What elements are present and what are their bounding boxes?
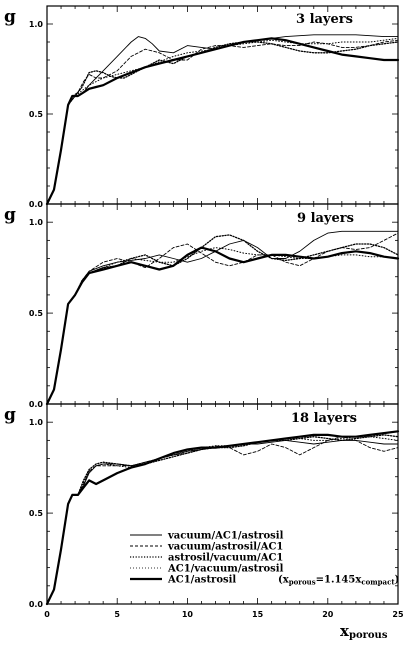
legend-label: AC1/vacuum/astrosil xyxy=(167,564,284,575)
y-tick-label: 0.0 xyxy=(29,600,44,609)
series-thick-solid xyxy=(45,246,400,406)
panel-1: 0.0 0.5 1.0 g 3 layers xyxy=(4,5,400,209)
x-tick-label: 10 xyxy=(182,610,194,619)
y-tick-label: 1.0 xyxy=(29,418,44,427)
panel-frame xyxy=(46,203,399,405)
series-thick-solid xyxy=(45,37,400,206)
series-thin-solid xyxy=(46,230,399,405)
x-axis-label-main: x xyxy=(340,622,350,640)
y-axis-label: g xyxy=(4,7,16,27)
panel-frame xyxy=(46,403,399,605)
x-tick-label: 20 xyxy=(322,610,334,619)
series-thick-solid xyxy=(45,430,400,606)
series-dashed xyxy=(46,232,399,405)
panel-frame xyxy=(46,5,399,205)
x-tick-label: 0 xyxy=(44,610,50,619)
x-axis-label-sub: porous xyxy=(349,630,388,641)
panel-title: 3 layers xyxy=(296,12,353,27)
series-thin-solid xyxy=(46,34,399,205)
x-axis-label: xporous xyxy=(340,622,388,641)
y-tick-label: 1.0 xyxy=(29,218,44,227)
legend-label: AC1/astrosil xyxy=(167,575,236,586)
y-tick-label: 0.5 xyxy=(29,110,44,119)
x-tick-label: 5 xyxy=(114,610,120,619)
legend-label-note: (xporous=1.145xcompact) xyxy=(278,575,399,587)
y-tick-label: 0.0 xyxy=(29,400,44,409)
x-tick-label: 25 xyxy=(392,610,404,619)
panel-title: 18 layers xyxy=(291,411,357,426)
legend-label: vacuum/AC1/astrosil xyxy=(167,531,284,542)
y-axis-label: g xyxy=(4,405,16,425)
panel-3: 0.0 0.5 1.0 0 5 10 15 20 25 g 18 layers xyxy=(4,403,404,619)
panel-2: 0.0 0.5 1.0 g 9 layers xyxy=(4,203,400,409)
series-dashed xyxy=(46,39,399,205)
x-tick-label: 15 xyxy=(252,610,264,619)
series-circles xyxy=(46,41,399,205)
series-circles xyxy=(46,234,399,405)
series-triangles xyxy=(46,37,399,205)
y-tick-label: 0.0 xyxy=(29,200,44,209)
legend: vacuum/AC1/astrosilvacuum/astrosil/AC1as… xyxy=(130,531,399,587)
legend-label: astrosil/vacuum/AC1 xyxy=(168,553,283,564)
y-axis-label: g xyxy=(4,205,16,225)
y-tick-label: 0.5 xyxy=(29,309,44,318)
y-tick-label: 1.0 xyxy=(29,20,44,29)
y-tick-label: 0.5 xyxy=(29,509,44,518)
legend-label: vacuum/astrosil/AC1 xyxy=(167,542,283,553)
panel-title: 9 layers xyxy=(297,211,354,226)
